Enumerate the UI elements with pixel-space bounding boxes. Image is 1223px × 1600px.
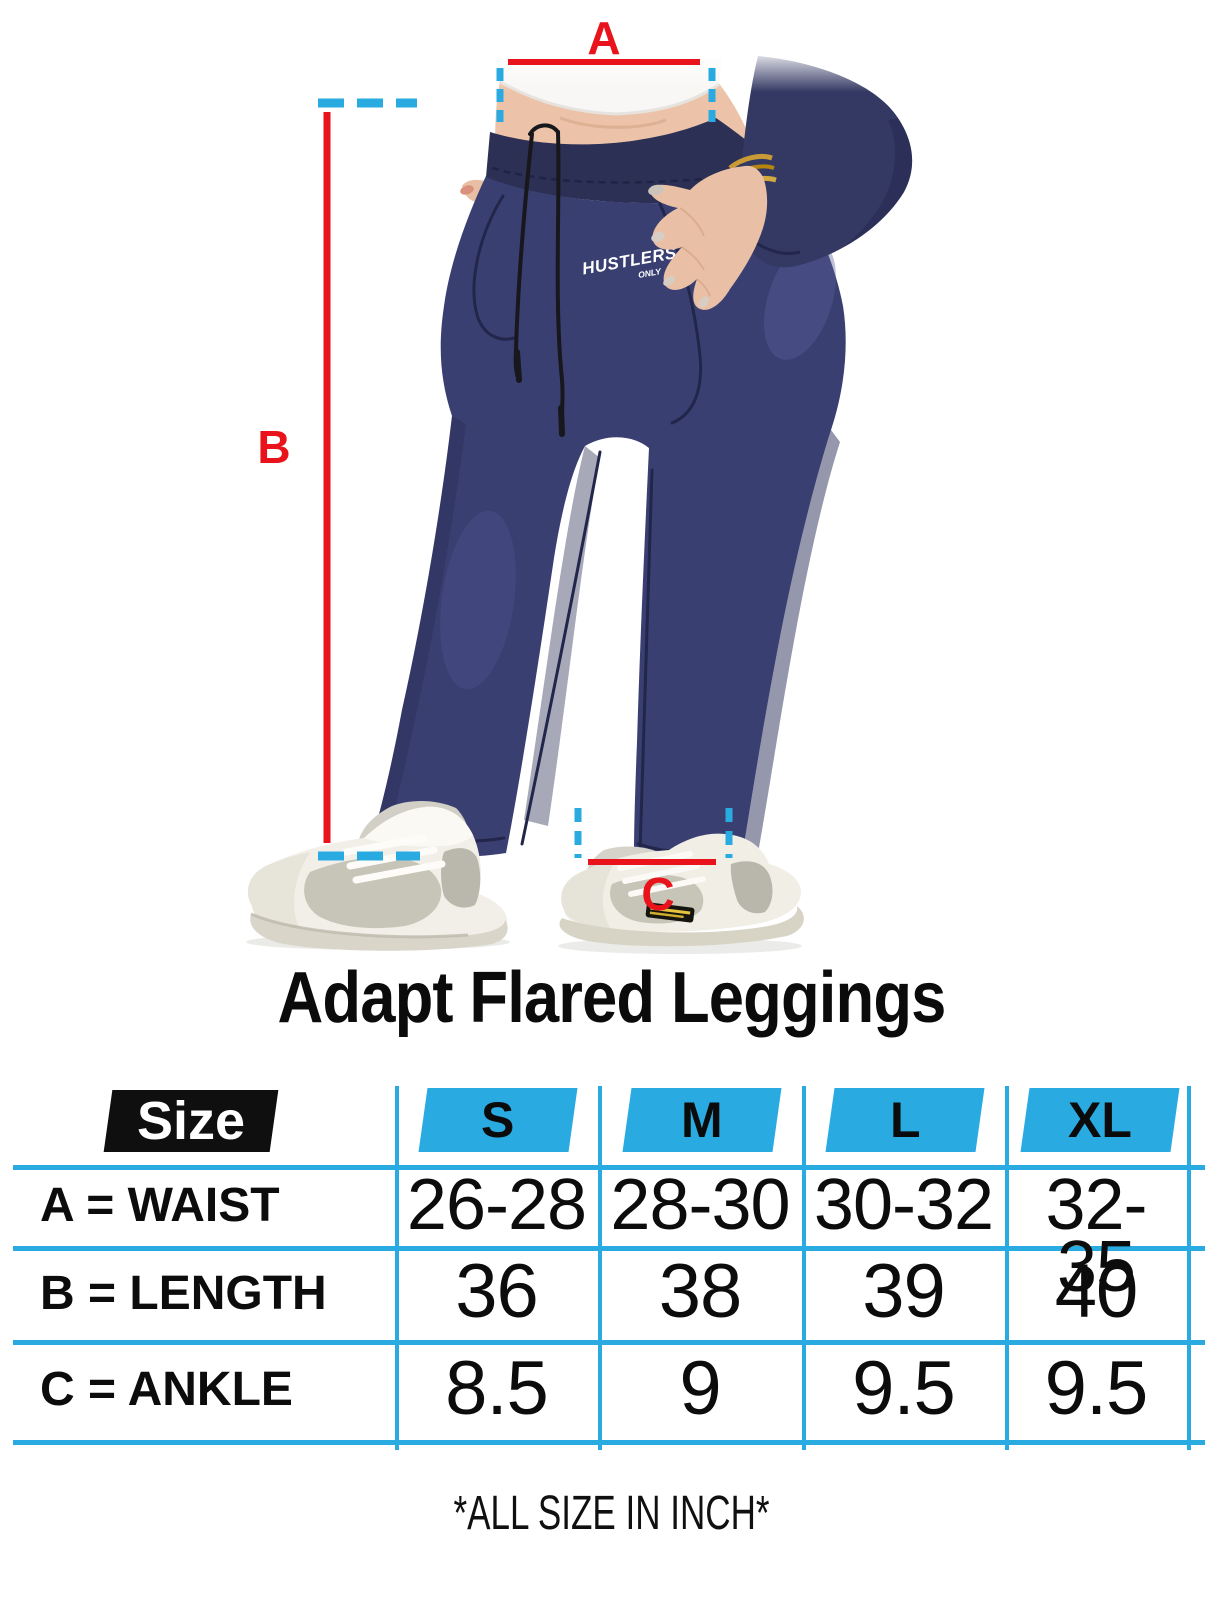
cell-length-l: 39 <box>862 1249 946 1334</box>
flared-leggings: HUSTLERS ONLY <box>371 118 846 873</box>
size-corner-label: Size <box>136 1091 246 1151</box>
drawstring <box>513 123 565 437</box>
left-sneaker <box>246 806 510 951</box>
size-header-m-label: M <box>681 1092 723 1148</box>
cell-waist-m: 28-30 <box>610 1165 790 1245</box>
ankle-label-c: C <box>641 868 675 920</box>
table-divider <box>1005 1086 1009 1450</box>
product-title: Adapt Flared Leggings <box>0 960 1223 1036</box>
size-corner-header: Size <box>103 1090 279 1152</box>
row-label-waist: A = WAIST <box>40 1179 280 1232</box>
cell-ankle-xl: 9.5 <box>1044 1346 1149 1431</box>
measurement-overlay <box>318 59 733 865</box>
cell-waist-l: 30-32 <box>813 1165 994 1245</box>
product-photo: HUSTLERS ONLY <box>246 48 950 954</box>
cell-length-s: 36 <box>455 1249 539 1334</box>
table-divider <box>13 1246 1205 1251</box>
waist-label-a: A <box>587 12 621 64</box>
size-header-l-label: L <box>889 1092 921 1148</box>
row-label-length: B = LENGTH <box>40 1267 327 1320</box>
table-divider <box>13 1340 1205 1345</box>
cell-length-m: 38 <box>658 1249 743 1334</box>
table-divider <box>13 1165 1205 1170</box>
footer-note-text: *ALL SIZE IN INCH* <box>453 1487 770 1540</box>
table-divider <box>802 1086 806 1450</box>
cell-length-xl: 40 <box>1054 1249 1139 1334</box>
cell-ankle-m: 9 <box>679 1346 721 1431</box>
brand-logo-subtext: ONLY <box>637 266 663 280</box>
right-sneaker <box>558 833 804 954</box>
size-header-xl: XL <box>1020 1088 1180 1152</box>
table-divider <box>1187 1086 1191 1450</box>
cell-waist-xl: 32-35 <box>1045 1165 1147 1307</box>
product-title-text: Adapt Flared Leggings <box>277 958 947 1038</box>
size-header-s-label: S <box>481 1092 515 1148</box>
cell-waist-s: 26-28 <box>406 1165 587 1245</box>
row-label-ankle: C = ANKLE <box>40 1363 293 1416</box>
sole-tag <box>645 902 695 923</box>
size-header-m: M <box>622 1088 782 1152</box>
table-divider <box>598 1086 602 1450</box>
length-label-b: B <box>257 421 291 473</box>
table-divider <box>395 1086 399 1450</box>
size-header-s: S <box>418 1088 578 1152</box>
cell-ankle-l: 9.5 <box>852 1346 956 1431</box>
right-hand <box>648 165 768 310</box>
table-divider <box>13 1440 1205 1445</box>
size-header-l: L <box>825 1088 985 1152</box>
footer-note: *ALL SIZE IN INCH* <box>0 1484 1223 1544</box>
size-header-xl-label: XL <box>1068 1092 1132 1148</box>
cell-ankle-s: 8.5 <box>445 1346 549 1431</box>
size-table: Size S M L XL A = WAIST B = LENGTH C = A… <box>13 1060 1205 1455</box>
